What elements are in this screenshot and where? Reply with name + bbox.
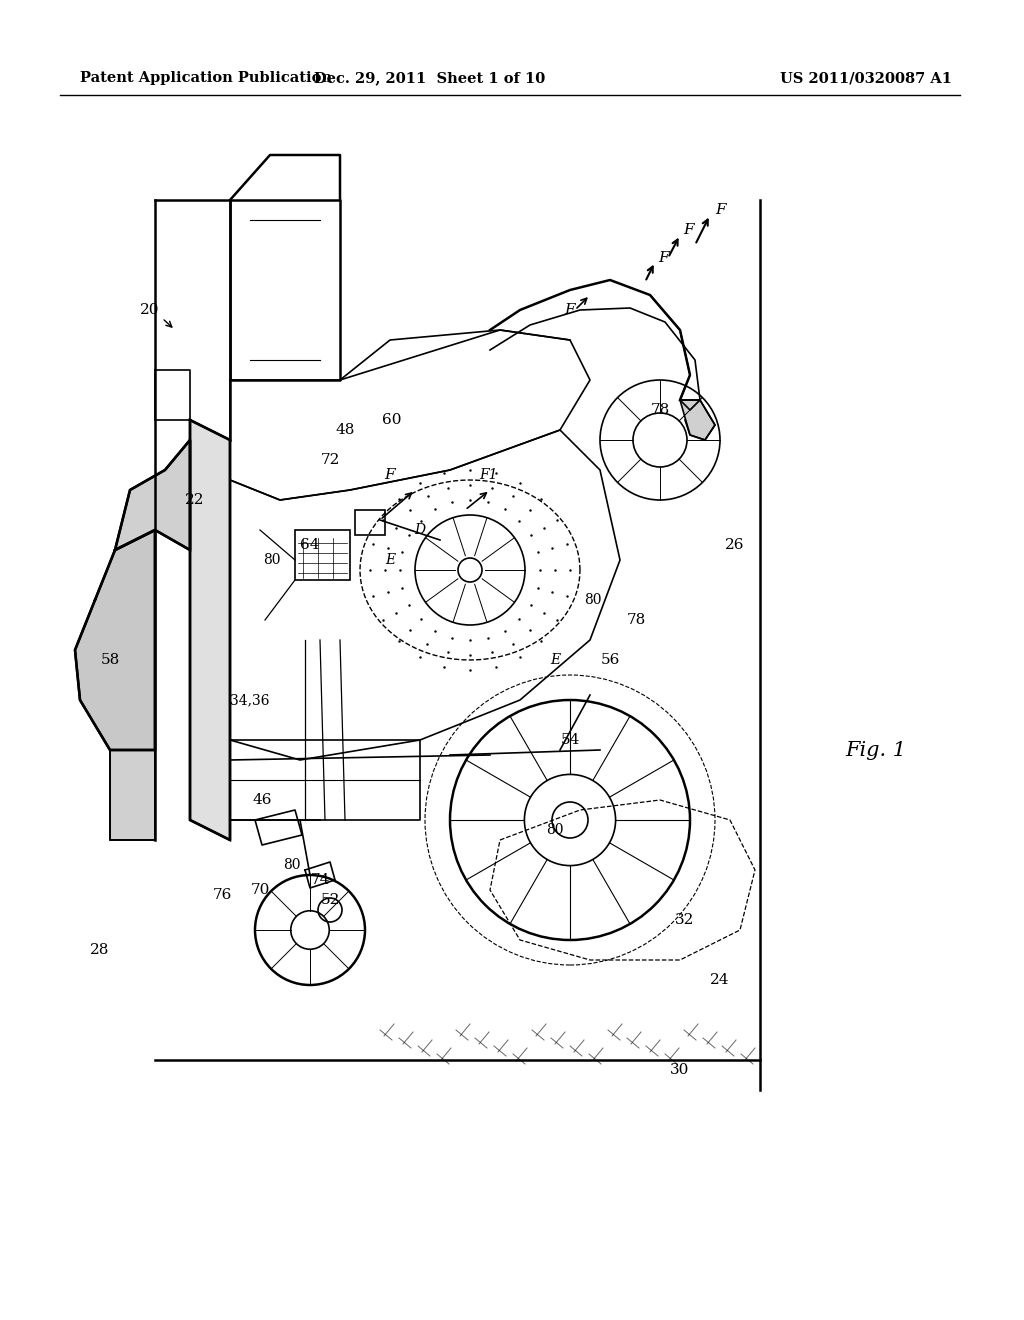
Text: 48: 48 <box>335 422 354 437</box>
Text: 80: 80 <box>546 822 564 837</box>
Polygon shape <box>115 440 190 550</box>
Text: 60: 60 <box>382 413 401 426</box>
Text: F: F <box>385 469 395 482</box>
Circle shape <box>458 558 482 582</box>
Text: 52: 52 <box>321 894 340 907</box>
Text: 78: 78 <box>650 403 670 417</box>
Text: F: F <box>658 251 669 265</box>
Text: 80: 80 <box>263 553 281 568</box>
Text: F: F <box>715 203 726 216</box>
Text: 22: 22 <box>185 492 205 507</box>
Text: 54: 54 <box>560 733 580 747</box>
Polygon shape <box>680 400 715 440</box>
Text: 78: 78 <box>627 612 645 627</box>
Text: 58: 58 <box>100 653 120 667</box>
Text: 28: 28 <box>90 942 110 957</box>
Text: 24: 24 <box>711 973 730 987</box>
Text: 80: 80 <box>284 858 301 873</box>
Text: Fig. 1: Fig. 1 <box>845 741 906 759</box>
Text: 32: 32 <box>675 913 694 927</box>
Text: 72: 72 <box>321 453 340 467</box>
Text: F: F <box>564 304 575 317</box>
Text: 80: 80 <box>585 593 602 607</box>
Polygon shape <box>190 420 230 840</box>
Text: Dec. 29, 2011  Sheet 1 of 10: Dec. 29, 2011 Sheet 1 of 10 <box>314 71 546 84</box>
Circle shape <box>552 803 588 838</box>
Text: 56: 56 <box>600 653 620 667</box>
Polygon shape <box>110 750 155 840</box>
Bar <box>295 531 350 579</box>
Text: 30: 30 <box>671 1063 690 1077</box>
Text: E: E <box>385 553 395 568</box>
Text: 70: 70 <box>250 883 269 898</box>
Text: F: F <box>683 223 693 238</box>
Text: 26: 26 <box>725 539 744 552</box>
Text: 20: 20 <box>140 304 160 317</box>
Text: 64: 64 <box>300 539 319 552</box>
Polygon shape <box>75 531 155 750</box>
Text: F1: F1 <box>479 469 498 482</box>
Bar <box>355 510 385 535</box>
Text: 46: 46 <box>252 793 271 807</box>
Text: 76: 76 <box>212 888 231 902</box>
Text: D: D <box>415 523 426 537</box>
Text: 34,36: 34,36 <box>230 693 269 708</box>
Text: 74: 74 <box>310 873 330 887</box>
Text: US 2011/0320087 A1: US 2011/0320087 A1 <box>780 71 952 84</box>
Text: Patent Application Publication: Patent Application Publication <box>80 71 332 84</box>
Text: E: E <box>550 653 560 667</box>
